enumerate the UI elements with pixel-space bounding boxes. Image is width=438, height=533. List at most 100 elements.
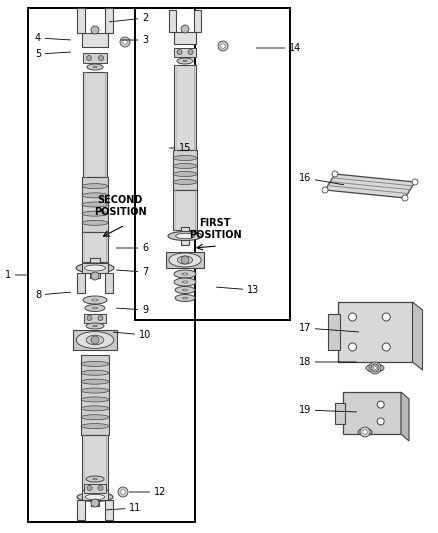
Text: 3: 3 [121, 35, 148, 45]
Ellipse shape [81, 397, 109, 402]
Ellipse shape [87, 316, 92, 320]
Bar [82, 490, 108, 500]
Circle shape [332, 171, 338, 177]
Ellipse shape [175, 287, 195, 294]
Bar [83, 53, 107, 63]
Ellipse shape [77, 492, 113, 502]
Ellipse shape [81, 379, 109, 384]
Bar [174, 65, 196, 150]
Text: 11: 11 [106, 503, 141, 513]
Circle shape [382, 343, 390, 351]
Ellipse shape [182, 273, 188, 275]
Ellipse shape [82, 193, 108, 198]
Ellipse shape [93, 66, 97, 68]
Ellipse shape [92, 299, 98, 301]
Ellipse shape [86, 55, 92, 61]
Ellipse shape [92, 307, 98, 309]
Circle shape [91, 26, 99, 34]
Ellipse shape [85, 304, 105, 311]
Ellipse shape [86, 323, 104, 329]
Text: 7: 7 [117, 267, 148, 277]
Text: 4: 4 [35, 33, 71, 43]
Bar [335, 402, 345, 424]
Text: 13: 13 [216, 285, 259, 295]
Ellipse shape [173, 172, 197, 176]
Circle shape [382, 313, 390, 321]
Polygon shape [325, 174, 415, 198]
Circle shape [369, 362, 381, 374]
Circle shape [349, 343, 357, 351]
Ellipse shape [188, 50, 193, 54]
Circle shape [91, 499, 99, 507]
Polygon shape [401, 392, 409, 441]
Bar [83, 72, 107, 177]
Bar [328, 314, 339, 350]
Bar [82, 33, 108, 47]
Polygon shape [413, 302, 423, 370]
Ellipse shape [81, 370, 109, 375]
Ellipse shape [82, 202, 108, 207]
Ellipse shape [87, 64, 103, 70]
Ellipse shape [99, 55, 103, 61]
Ellipse shape [81, 388, 109, 393]
Ellipse shape [87, 486, 92, 490]
Ellipse shape [168, 231, 202, 240]
Text: 12: 12 [129, 487, 166, 497]
Ellipse shape [173, 164, 197, 168]
Circle shape [402, 195, 408, 201]
Bar [90, 258, 99, 278]
Circle shape [412, 179, 418, 185]
Bar [28, 8, 195, 522]
Text: 16: 16 [299, 173, 344, 185]
Bar [181, 227, 189, 245]
Text: 17: 17 [299, 323, 359, 333]
Circle shape [218, 41, 228, 51]
Text: 5: 5 [35, 49, 71, 59]
Bar [105, 8, 113, 33]
Ellipse shape [98, 316, 103, 320]
Bar [105, 273, 113, 293]
Ellipse shape [183, 60, 187, 62]
Bar [77, 8, 85, 33]
Ellipse shape [86, 335, 104, 345]
Bar [105, 500, 113, 520]
Circle shape [121, 490, 125, 494]
Bar [169, 10, 176, 32]
Bar [82, 435, 108, 490]
Ellipse shape [177, 256, 193, 264]
Bar [135, 8, 290, 320]
Bar [73, 330, 117, 350]
Bar [77, 273, 85, 293]
Bar [194, 10, 201, 32]
Bar [174, 32, 196, 44]
Ellipse shape [176, 233, 194, 239]
Circle shape [221, 44, 225, 49]
Bar [77, 500, 85, 520]
Circle shape [377, 401, 384, 408]
Text: 2: 2 [110, 13, 148, 23]
Circle shape [118, 487, 128, 497]
Bar [81, 355, 109, 435]
Ellipse shape [177, 50, 182, 54]
Bar [82, 232, 108, 262]
Bar [173, 150, 197, 190]
Text: 19: 19 [299, 405, 357, 415]
Ellipse shape [183, 289, 187, 291]
Circle shape [120, 37, 130, 47]
Text: 8: 8 [35, 290, 71, 300]
Bar [166, 252, 204, 268]
Bar [82, 177, 108, 232]
Ellipse shape [174, 278, 196, 286]
Ellipse shape [98, 486, 103, 490]
Ellipse shape [81, 424, 109, 429]
Ellipse shape [173, 180, 197, 184]
Circle shape [372, 365, 378, 370]
Ellipse shape [93, 325, 97, 327]
Text: SECOND
POSITION: SECOND POSITION [94, 195, 146, 217]
Ellipse shape [358, 429, 372, 435]
Ellipse shape [85, 494, 105, 500]
Text: 6: 6 [117, 243, 148, 253]
Ellipse shape [174, 270, 196, 278]
Text: 14: 14 [256, 43, 301, 53]
Bar [82, 263, 108, 273]
